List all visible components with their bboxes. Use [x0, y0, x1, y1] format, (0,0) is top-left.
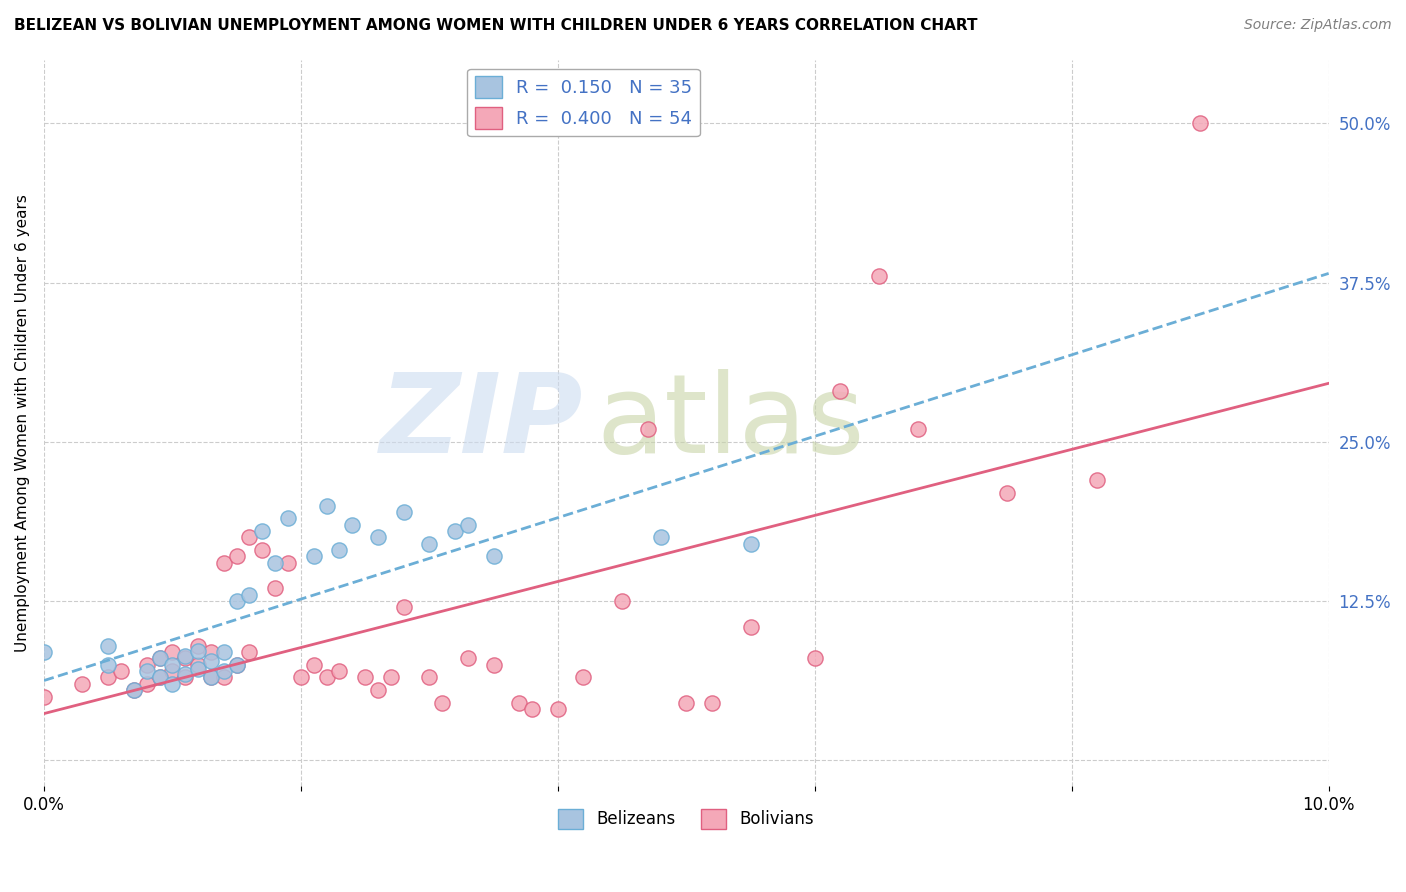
- Point: [315, 671, 337, 685]
- Point: [430, 696, 453, 710]
- Point: [700, 696, 723, 710]
- Text: Source: ZipAtlas.com: Source: ZipAtlas.com: [1244, 18, 1392, 32]
- Point: [238, 588, 260, 602]
- Point: [162, 645, 184, 659]
- Text: BELIZEAN VS BOLIVIAN UNEMPLOYMENT AMONG WOMEN WITH CHILDREN UNDER 6 YEARS CORREL: BELIZEAN VS BOLIVIAN UNEMPLOYMENT AMONG …: [14, 18, 977, 33]
- Point: [212, 645, 235, 659]
- Point: [187, 639, 209, 653]
- Point: [122, 683, 145, 698]
- Point: [162, 657, 184, 672]
- Point: [32, 645, 55, 659]
- Point: [110, 664, 132, 678]
- Y-axis label: Unemployment Among Women with Children Under 6 years: Unemployment Among Women with Children U…: [15, 194, 30, 652]
- Point: [148, 651, 170, 665]
- Point: [32, 690, 55, 704]
- Point: [830, 384, 852, 398]
- Point: [162, 677, 184, 691]
- Point: [277, 556, 299, 570]
- Point: [174, 671, 197, 685]
- Point: [200, 671, 222, 685]
- Point: [1087, 473, 1109, 487]
- Point: [264, 582, 287, 596]
- Point: [174, 648, 197, 663]
- Point: [328, 664, 350, 678]
- Point: [238, 530, 260, 544]
- Point: [72, 677, 94, 691]
- Point: [572, 671, 595, 685]
- Point: [97, 657, 120, 672]
- Point: [354, 671, 377, 685]
- Point: [610, 594, 633, 608]
- Point: [187, 657, 209, 672]
- Point: [148, 671, 170, 685]
- Point: [392, 600, 415, 615]
- Point: [740, 537, 762, 551]
- Point: [122, 683, 145, 698]
- Point: [380, 671, 402, 685]
- Point: [482, 657, 505, 672]
- Point: [225, 657, 247, 672]
- Point: [290, 671, 312, 685]
- Legend: Belizeans, Bolivians: Belizeans, Bolivians: [551, 802, 821, 836]
- Point: [225, 657, 247, 672]
- Point: [135, 677, 157, 691]
- Text: atlas: atlas: [596, 369, 865, 476]
- Point: [277, 511, 299, 525]
- Point: [302, 657, 325, 672]
- Point: [148, 651, 170, 665]
- Point: [162, 664, 184, 678]
- Point: [457, 651, 479, 665]
- Point: [174, 651, 197, 665]
- Point: [418, 671, 440, 685]
- Point: [174, 666, 197, 681]
- Point: [367, 683, 389, 698]
- Point: [457, 517, 479, 532]
- Text: ZIP: ZIP: [380, 369, 583, 476]
- Point: [392, 505, 415, 519]
- Point: [315, 499, 337, 513]
- Point: [367, 530, 389, 544]
- Point: [212, 664, 235, 678]
- Point: [868, 269, 890, 284]
- Point: [225, 549, 247, 564]
- Point: [187, 662, 209, 676]
- Point: [97, 639, 120, 653]
- Point: [907, 422, 929, 436]
- Point: [238, 645, 260, 659]
- Point: [212, 556, 235, 570]
- Point: [264, 556, 287, 570]
- Point: [212, 671, 235, 685]
- Point: [302, 549, 325, 564]
- Point: [97, 671, 120, 685]
- Point: [508, 696, 530, 710]
- Point: [200, 671, 222, 685]
- Point: [547, 702, 569, 716]
- Point: [187, 644, 209, 658]
- Point: [740, 619, 762, 633]
- Point: [252, 543, 274, 558]
- Point: [803, 651, 825, 665]
- Point: [200, 645, 222, 659]
- Point: [444, 524, 467, 538]
- Point: [418, 537, 440, 551]
- Point: [328, 543, 350, 558]
- Point: [135, 664, 157, 678]
- Point: [637, 422, 659, 436]
- Point: [135, 657, 157, 672]
- Point: [225, 594, 247, 608]
- Point: [342, 517, 364, 532]
- Point: [520, 702, 543, 716]
- Point: [148, 671, 170, 685]
- Point: [482, 549, 505, 564]
- Point: [650, 530, 672, 544]
- Point: [200, 654, 222, 668]
- Point: [252, 524, 274, 538]
- Point: [1189, 116, 1212, 130]
- Point: [675, 696, 697, 710]
- Point: [997, 485, 1019, 500]
